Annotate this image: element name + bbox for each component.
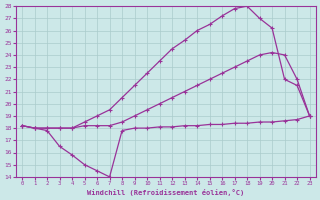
X-axis label: Windchill (Refroidissement éolien,°C): Windchill (Refroidissement éolien,°C) (87, 189, 244, 196)
